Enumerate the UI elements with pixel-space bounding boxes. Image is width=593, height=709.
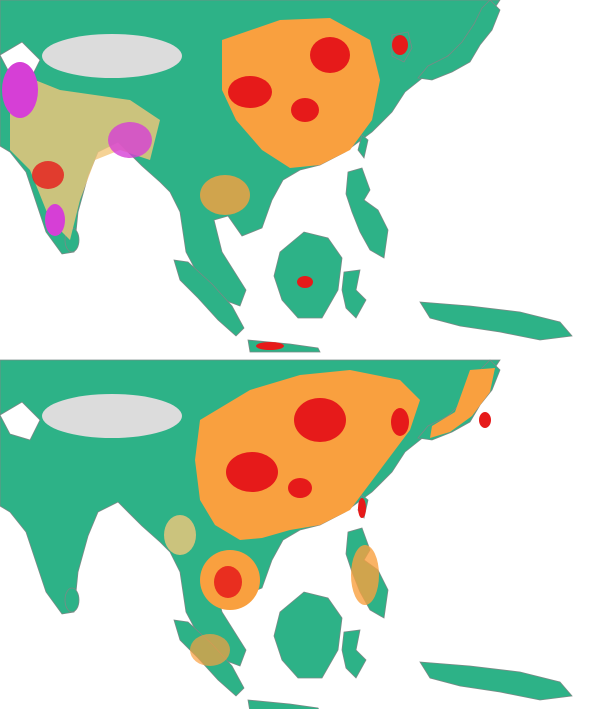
region-shading xyxy=(479,412,491,428)
region-shading xyxy=(32,161,64,189)
region-shading xyxy=(310,37,350,73)
region-shading xyxy=(10,70,160,240)
region-shading xyxy=(108,122,152,158)
region-shading xyxy=(228,76,272,108)
region-shading xyxy=(430,368,495,438)
region-shading xyxy=(214,566,242,598)
region-shading xyxy=(2,62,38,118)
region-shading xyxy=(190,634,230,666)
region-shading xyxy=(391,408,409,436)
region-shading xyxy=(195,370,420,540)
map-panel-bottom xyxy=(0,359,573,709)
region-shading xyxy=(164,515,196,555)
region-shading xyxy=(288,478,312,498)
region-shading xyxy=(291,98,319,122)
region-shading xyxy=(358,498,366,518)
region-shading xyxy=(351,545,379,605)
region-shading xyxy=(226,452,278,492)
map-panel-top xyxy=(0,0,573,353)
region-shading xyxy=(256,342,284,350)
region-shading xyxy=(294,398,346,442)
region-shading xyxy=(392,35,408,55)
region-shading xyxy=(45,204,65,236)
region-shading xyxy=(200,175,250,215)
region-shading xyxy=(297,276,313,288)
